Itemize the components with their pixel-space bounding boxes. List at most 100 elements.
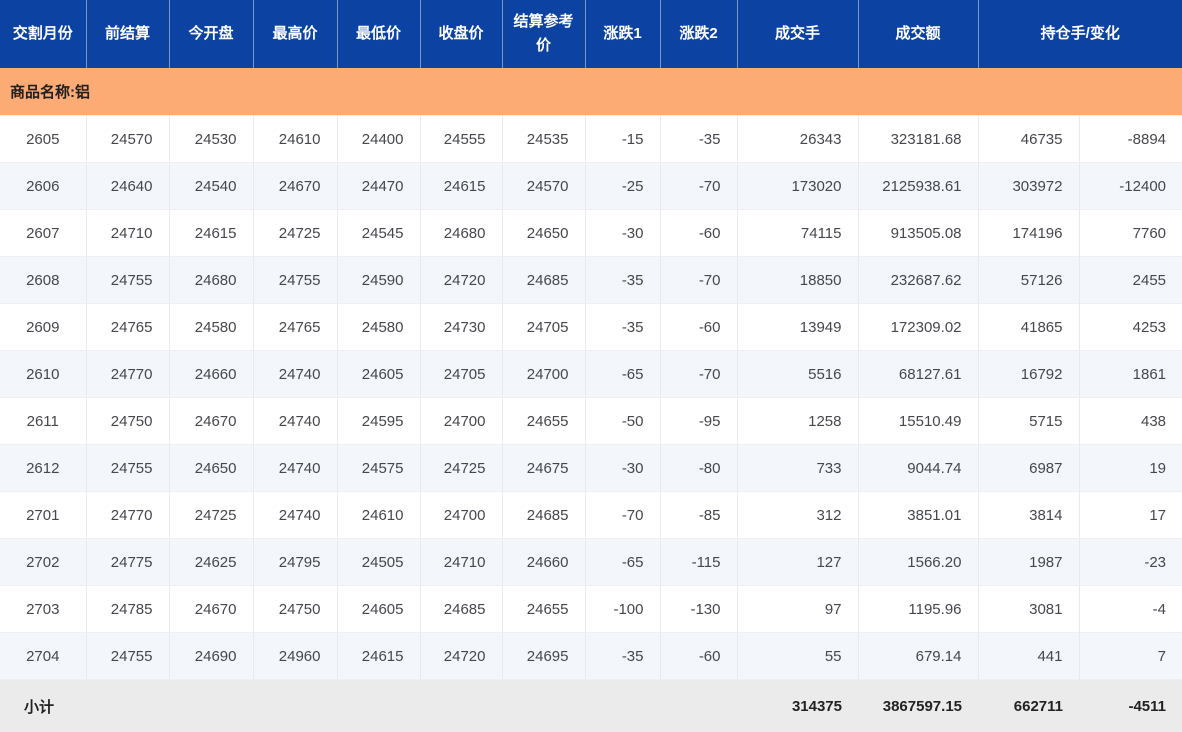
subtotal-oi-change: -4511	[1079, 680, 1182, 732]
cell-close: 24700	[420, 492, 502, 539]
cell-delivery_month: 2607	[0, 210, 86, 257]
cell-delivery_month: 2605	[0, 116, 86, 163]
cell-delivery_month: 2701	[0, 492, 86, 539]
col-header-volume: 成交手	[737, 0, 858, 68]
cell-low: 24470	[337, 163, 420, 210]
cell-change1: -35	[585, 304, 660, 351]
cell-prev_settlement: 24755	[86, 257, 169, 304]
col-header-open-interest-change: 持仓手/变化	[978, 0, 1182, 68]
col-header-change2: 涨跌2	[660, 0, 737, 68]
cell-change2: -60	[660, 633, 737, 680]
cell-settlement_ref: 24695	[502, 633, 585, 680]
cell-turnover: 232687.62	[858, 257, 978, 304]
cell-close: 24730	[420, 304, 502, 351]
cell-low: 24595	[337, 398, 420, 445]
cell-turnover: 68127.61	[858, 351, 978, 398]
cell-turnover: 3851.01	[858, 492, 978, 539]
cell-delivery_month: 2702	[0, 539, 86, 586]
header-row: 交割月份 前结算 今开盘 最高价 最低价 收盘价 结算参考价 涨跌1 涨跌2 成…	[0, 0, 1182, 68]
cell-change2: -115	[660, 539, 737, 586]
cell-volume: 127	[737, 539, 858, 586]
cell-settlement_ref: 24570	[502, 163, 585, 210]
product-band-row: 商品名称:铝	[0, 68, 1182, 116]
cell-oi_change: -4	[1079, 586, 1182, 633]
cell-settlement_ref: 24660	[502, 539, 585, 586]
cell-change2: -70	[660, 257, 737, 304]
cell-change1: -35	[585, 257, 660, 304]
cell-close: 24615	[420, 163, 502, 210]
col-header-delivery-month: 交割月份	[0, 0, 86, 68]
cell-open_interest: 3814	[978, 492, 1079, 539]
cell-turnover: 1195.96	[858, 586, 978, 633]
cell-delivery_month: 2612	[0, 445, 86, 492]
cell-delivery_month: 2611	[0, 398, 86, 445]
col-header-change1: 涨跌1	[585, 0, 660, 68]
cell-open_interest: 6987	[978, 445, 1079, 492]
cell-oi_change: 17	[1079, 492, 1182, 539]
cell-turnover: 172309.02	[858, 304, 978, 351]
subtotal-label: 小计	[0, 680, 86, 732]
cell-settlement_ref: 24535	[502, 116, 585, 163]
subtotal-open-interest: 662711	[978, 680, 1079, 732]
cell-change1: -15	[585, 116, 660, 163]
cell-volume: 173020	[737, 163, 858, 210]
cell-settlement_ref: 24655	[502, 398, 585, 445]
cell-close: 24555	[420, 116, 502, 163]
cell-open: 24670	[169, 398, 253, 445]
col-header-low: 最低价	[337, 0, 420, 68]
cell-open: 24530	[169, 116, 253, 163]
cell-low: 24580	[337, 304, 420, 351]
cell-settlement_ref: 24685	[502, 492, 585, 539]
subtotal-volume: 314375	[737, 680, 858, 732]
cell-turnover: 9044.74	[858, 445, 978, 492]
cell-close: 24700	[420, 398, 502, 445]
cell-high: 24765	[253, 304, 337, 351]
table-footer: 小计 314375 3867597.15 662711 -4511	[0, 680, 1182, 732]
cell-settlement_ref: 24705	[502, 304, 585, 351]
cell-prev_settlement: 24710	[86, 210, 169, 257]
cell-prev_settlement: 24770	[86, 351, 169, 398]
cell-low: 24590	[337, 257, 420, 304]
cell-open_interest: 57126	[978, 257, 1079, 304]
cell-volume: 18850	[737, 257, 858, 304]
cell-open_interest: 441	[978, 633, 1079, 680]
cell-open: 24670	[169, 586, 253, 633]
cell-open_interest: 16792	[978, 351, 1079, 398]
cell-low: 24545	[337, 210, 420, 257]
cell-oi_change: -12400	[1079, 163, 1182, 210]
cell-open: 24625	[169, 539, 253, 586]
cell-close: 24680	[420, 210, 502, 257]
cell-close: 24685	[420, 586, 502, 633]
cell-oi_change: 1861	[1079, 351, 1182, 398]
cell-oi_change: 4253	[1079, 304, 1182, 351]
cell-settlement_ref: 24685	[502, 257, 585, 304]
cell-change2: -35	[660, 116, 737, 163]
cell-open_interest: 303972	[978, 163, 1079, 210]
subtotal-row: 小计 314375 3867597.15 662711 -4511	[0, 680, 1182, 732]
cell-high: 24740	[253, 492, 337, 539]
cell-change1: -25	[585, 163, 660, 210]
cell-oi_change: 19	[1079, 445, 1182, 492]
cell-change1: -70	[585, 492, 660, 539]
cell-settlement_ref: 24655	[502, 586, 585, 633]
cell-open: 24540	[169, 163, 253, 210]
cell-close: 24720	[420, 257, 502, 304]
cell-settlement_ref: 24650	[502, 210, 585, 257]
col-header-open: 今开盘	[169, 0, 253, 68]
cell-high: 24750	[253, 586, 337, 633]
cell-turnover: 913505.08	[858, 210, 978, 257]
cell-delivery_month: 2608	[0, 257, 86, 304]
col-header-close: 收盘价	[420, 0, 502, 68]
cell-open_interest: 41865	[978, 304, 1079, 351]
col-header-turnover: 成交额	[858, 0, 978, 68]
cell-open_interest: 5715	[978, 398, 1079, 445]
cell-turnover: 323181.68	[858, 116, 978, 163]
cell-change2: -95	[660, 398, 737, 445]
cell-change1: -65	[585, 351, 660, 398]
